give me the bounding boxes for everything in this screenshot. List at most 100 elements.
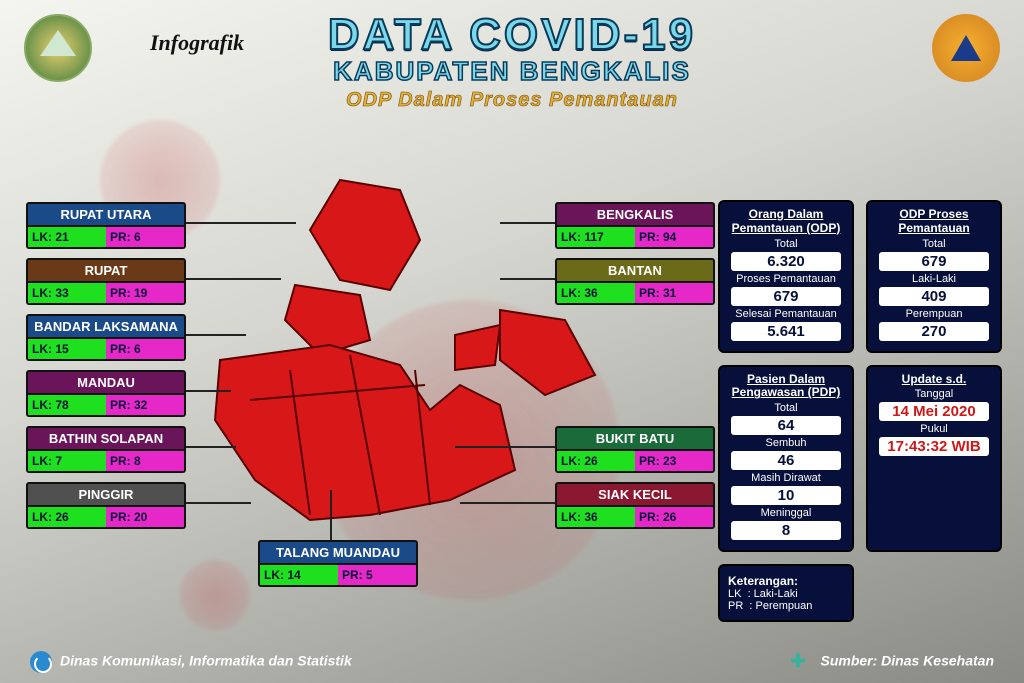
region-name: BUKIT BATU xyxy=(555,426,715,451)
stat-value: 10 xyxy=(731,486,841,505)
region-lk: LK: 15 xyxy=(28,339,106,359)
card-head: Pasien Dalam Pengawasan (PDP) xyxy=(726,373,846,401)
sub-title: KABUPATEN BENGKALIS xyxy=(0,56,1024,87)
region-counts: LK: 15PR: 6 xyxy=(26,339,186,361)
leader-line xyxy=(186,222,296,224)
region-rupat-utara: RUPAT UTARALK: 21PR: 6 xyxy=(26,202,186,249)
region-name: SIAK KECIL xyxy=(555,482,715,507)
stat-label: Pukul xyxy=(874,423,994,435)
region-bukit-batu: BUKIT BATULK: 26PR: 23 xyxy=(555,426,715,473)
region-name: BENGKALIS xyxy=(555,202,715,227)
region-bantan: BANTANLK: 36PR: 31 xyxy=(555,258,715,305)
region-siak-kecil: SIAK KECILLK: 36PR: 26 xyxy=(555,482,715,529)
stat-value: 5.641 xyxy=(731,322,841,341)
stat-label: Masih Dirawat xyxy=(726,472,846,484)
stat-label: Proses Pemantauan xyxy=(726,273,846,285)
region-pr: PR: 20 xyxy=(106,507,184,527)
leader-line xyxy=(186,390,231,392)
region-talang-muandau: TALANG MUANDAULK: 14PR: 5 xyxy=(258,540,418,587)
stat-value: 270 xyxy=(879,322,989,341)
stat-label: Total xyxy=(874,238,994,250)
region-name: BANDAR LAKSAMANA xyxy=(26,314,186,339)
stat-label: Selesai Pemantauan xyxy=(726,308,846,320)
card-keterangan: Keterangan: LK : Laki-Laki PR : Perempua… xyxy=(718,564,854,622)
kominfo-icon xyxy=(30,651,52,673)
map xyxy=(200,170,600,570)
region-counts: LK: 21PR: 6 xyxy=(26,227,186,249)
stat-value: 679 xyxy=(879,252,989,271)
region-pr: PR: 6 xyxy=(106,227,184,247)
region-pinggir: PINGGIRLK: 26PR: 20 xyxy=(26,482,186,529)
leader-line xyxy=(186,278,281,280)
region-bathin-solapan: BATHIN SOLAPANLK: 7PR: 8 xyxy=(26,426,186,473)
region-lk: LK: 26 xyxy=(28,507,106,527)
region-counts: LK: 78PR: 32 xyxy=(26,395,186,417)
region-pr: PR: 19 xyxy=(106,283,184,303)
region-counts: LK: 117PR: 94 xyxy=(555,227,715,249)
region-pr: PR: 31 xyxy=(635,283,713,303)
stat-value: 8 xyxy=(731,521,841,540)
region-lk: LK: 36 xyxy=(557,507,635,527)
card-head: ODP Proses Pemantauan xyxy=(874,208,994,236)
leader-line xyxy=(455,446,555,448)
region-counts: LK: 26PR: 20 xyxy=(26,507,186,529)
region-rupat: RUPATLK: 33PR: 19 xyxy=(26,258,186,305)
card-odp: Orang Dalam Pemantauan (ODP) Total 6.320 P… xyxy=(718,200,854,353)
stat-label: Meninggal xyxy=(726,507,846,519)
region-name: RUPAT xyxy=(26,258,186,283)
card-odp-proses: ODP Proses Pemantauan Total 679 Laki-Laki 4… xyxy=(866,200,1002,353)
card-head: Keterangan: xyxy=(728,574,844,588)
region-lk: LK: 78 xyxy=(28,395,106,415)
region-lk: LK: 36 xyxy=(557,283,635,303)
region-counts: LK: 36PR: 26 xyxy=(555,507,715,529)
stat-value: 17:43:32 WIB xyxy=(879,437,989,456)
stat-label: Laki-Laki xyxy=(874,273,994,285)
footer: Dinas Komunikasi, Informatika dan Statis… xyxy=(0,651,1024,673)
region-pr: PR: 5 xyxy=(338,565,416,585)
stat-value: 46 xyxy=(731,451,841,470)
footer-right-text: Sumber: Dinas Kesehatan xyxy=(821,653,995,669)
region-counts: LK: 36PR: 31 xyxy=(555,283,715,305)
region-pr: PR: 26 xyxy=(635,507,713,527)
leader-line xyxy=(186,502,251,504)
keterangan-line: LK : Laki-Laki xyxy=(728,588,844,600)
footer-right: Sumber: Dinas Kesehatan xyxy=(791,651,995,673)
main-title: DATA COVID-19 xyxy=(0,10,1024,60)
title-block: DATA COVID-19 KABUPATEN BENGKALIS ODP Da… xyxy=(0,10,1024,112)
leader-line xyxy=(330,490,332,540)
leader-line xyxy=(500,222,555,224)
region-mandau: MANDAULK: 78PR: 32 xyxy=(26,370,186,417)
region-name: PINGGIR xyxy=(26,482,186,507)
region-name: TALANG MUANDAU xyxy=(258,540,418,565)
region-lk: LK: 26 xyxy=(557,451,635,471)
footer-left-text: Dinas Komunikasi, Informatika dan Statis… xyxy=(60,653,352,669)
region-name: MANDAU xyxy=(26,370,186,395)
region-lk: LK: 33 xyxy=(28,283,106,303)
stat-value: 6.320 xyxy=(731,252,841,271)
region-pr: PR: 8 xyxy=(106,451,184,471)
stat-label: Perempuan xyxy=(874,308,994,320)
region-counts: LK: 26PR: 23 xyxy=(555,451,715,473)
stat-label: Total xyxy=(726,238,846,250)
stat-label: Sembuh xyxy=(726,437,846,449)
card-update: Update s.d. Tanggal14 Mei 2020Pukul17:43… xyxy=(866,365,1002,553)
card-head: Update s.d. xyxy=(874,373,994,387)
region-pr: PR: 23 xyxy=(635,451,713,471)
stat-value: 679 xyxy=(731,287,841,306)
region-counts: LK: 14PR: 5 xyxy=(258,565,418,587)
region-pr: PR: 6 xyxy=(106,339,184,359)
region-lk: LK: 7 xyxy=(28,451,106,471)
leader-line xyxy=(460,502,555,504)
region-pr: PR: 32 xyxy=(106,395,184,415)
region-bengkalis: BENGKALISLK: 117PR: 94 xyxy=(555,202,715,249)
region-counts: LK: 33PR: 19 xyxy=(26,283,186,305)
region-name: RUPAT UTARA xyxy=(26,202,186,227)
region-counts: LK: 7PR: 8 xyxy=(26,451,186,473)
stat-value: 409 xyxy=(879,287,989,306)
tagline: ODP Dalam Proses Pemantauan xyxy=(0,89,1024,112)
health-icon xyxy=(791,651,813,673)
region-bandar-laksamana: BANDAR LAKSAMANALK: 15PR: 6 xyxy=(26,314,186,361)
card-head: Orang Dalam Pemantauan (ODP) xyxy=(726,208,846,236)
stat-label: Total xyxy=(726,402,846,414)
bg-virus-decor xyxy=(180,560,250,630)
